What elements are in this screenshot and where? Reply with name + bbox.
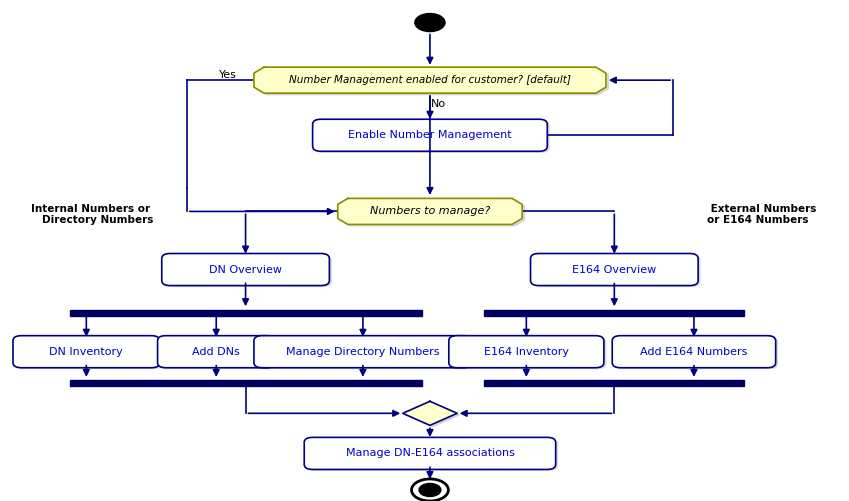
- FancyBboxPatch shape: [531, 254, 698, 286]
- FancyBboxPatch shape: [612, 336, 776, 368]
- Text: Enable Number Management: Enable Number Management: [348, 130, 512, 140]
- FancyBboxPatch shape: [304, 437, 555, 469]
- Circle shape: [419, 483, 441, 496]
- FancyBboxPatch shape: [158, 336, 275, 368]
- FancyBboxPatch shape: [615, 337, 779, 369]
- Text: Numbers to manage?: Numbers to manage?: [370, 206, 490, 216]
- Text: Manage DN-E164 associations: Manage DN-E164 associations: [346, 448, 514, 458]
- FancyBboxPatch shape: [306, 439, 558, 471]
- FancyBboxPatch shape: [449, 336, 604, 368]
- Text: Internal Numbers or: Internal Numbers or: [31, 204, 154, 214]
- Text: No: No: [430, 99, 446, 109]
- Polygon shape: [405, 403, 459, 427]
- Text: DN Inventory: DN Inventory: [49, 347, 123, 357]
- Text: DN Overview: DN Overview: [209, 265, 282, 275]
- Circle shape: [415, 14, 445, 32]
- Bar: [485, 310, 745, 316]
- FancyBboxPatch shape: [164, 255, 332, 287]
- Text: E164 Inventory: E164 Inventory: [484, 347, 569, 357]
- Polygon shape: [254, 67, 606, 93]
- Text: Manage Directory Numbers: Manage Directory Numbers: [286, 347, 440, 357]
- Text: Directory Numbers: Directory Numbers: [42, 215, 154, 225]
- Polygon shape: [256, 69, 609, 95]
- FancyBboxPatch shape: [533, 255, 700, 287]
- FancyBboxPatch shape: [162, 254, 329, 286]
- Polygon shape: [340, 200, 525, 226]
- Text: Yes: Yes: [219, 70, 237, 80]
- FancyBboxPatch shape: [312, 119, 548, 151]
- Text: Number Management enabled for customer? [default]: Number Management enabled for customer? …: [289, 75, 571, 85]
- Text: E164 Overview: E164 Overview: [572, 265, 656, 275]
- Polygon shape: [338, 198, 522, 224]
- Bar: [70, 380, 422, 386]
- FancyBboxPatch shape: [13, 336, 160, 368]
- Bar: [485, 380, 745, 386]
- Bar: [70, 310, 422, 316]
- Text: Add DNs: Add DNs: [193, 347, 240, 357]
- FancyBboxPatch shape: [254, 336, 472, 368]
- FancyBboxPatch shape: [452, 337, 606, 369]
- FancyBboxPatch shape: [15, 337, 162, 369]
- FancyBboxPatch shape: [256, 337, 475, 369]
- Text: External Numbers: External Numbers: [706, 204, 816, 214]
- Text: or E164 Numbers: or E164 Numbers: [706, 215, 808, 225]
- FancyBboxPatch shape: [160, 337, 278, 369]
- FancyBboxPatch shape: [315, 121, 550, 153]
- Text: Add E164 Numbers: Add E164 Numbers: [640, 347, 748, 357]
- Polygon shape: [402, 401, 457, 425]
